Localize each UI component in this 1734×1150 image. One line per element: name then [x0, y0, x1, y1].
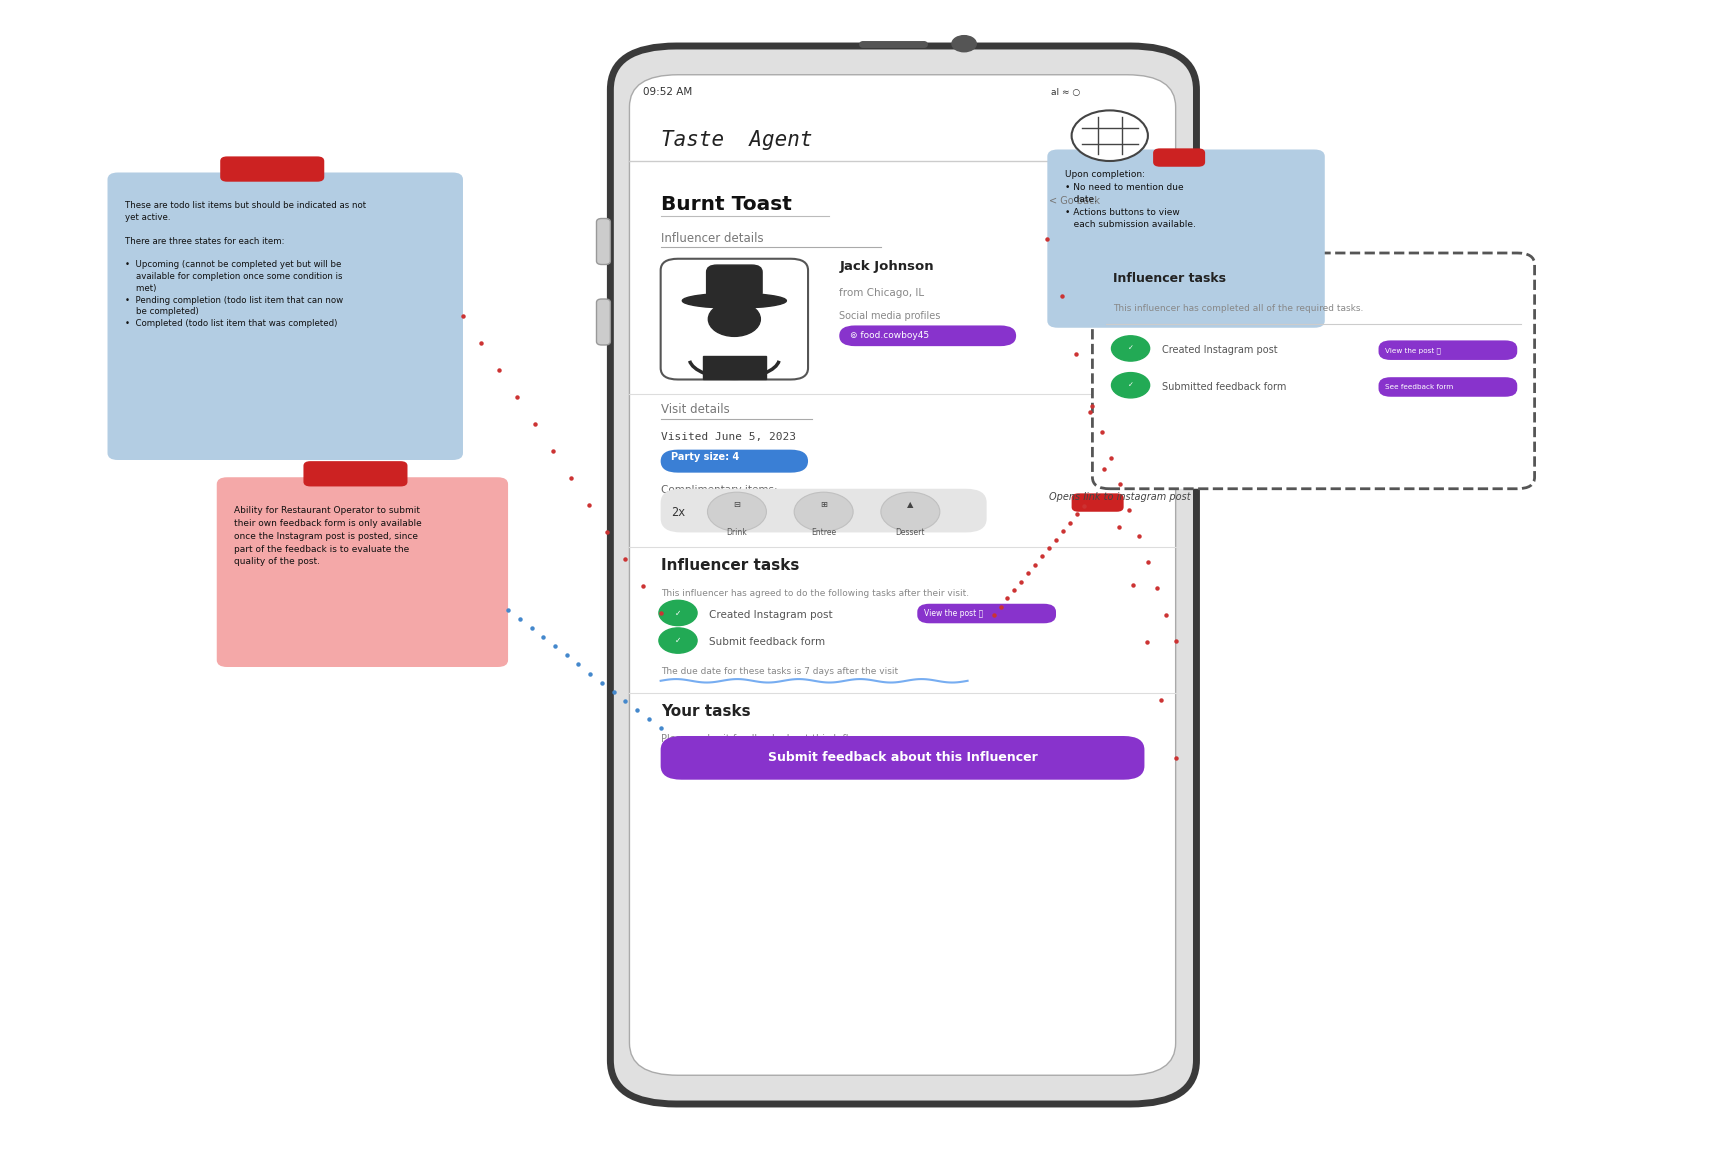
Text: Upon completion:
• No need to mention due
   date.
• Actions buttons to view
   : Upon completion: • No need to mention du…	[1065, 170, 1195, 229]
FancyBboxPatch shape	[661, 489, 987, 532]
FancyBboxPatch shape	[596, 218, 610, 264]
Text: Your tasks: Your tasks	[661, 705, 751, 720]
FancyBboxPatch shape	[610, 46, 1196, 1104]
Text: al ≈ ○: al ≈ ○	[1051, 89, 1080, 98]
FancyBboxPatch shape	[661, 259, 808, 380]
Circle shape	[881, 492, 940, 531]
Circle shape	[659, 600, 697, 626]
Text: Burnt Toast: Burnt Toast	[661, 196, 791, 214]
Text: 2x: 2x	[671, 506, 685, 520]
Text: ✓: ✓	[1127, 382, 1134, 389]
Circle shape	[952, 36, 976, 52]
FancyBboxPatch shape	[661, 736, 1144, 780]
FancyBboxPatch shape	[917, 604, 1056, 623]
FancyBboxPatch shape	[661, 450, 808, 473]
FancyBboxPatch shape	[1196, 247, 1210, 310]
Text: View the post ⧉: View the post ⧉	[1385, 347, 1441, 353]
Bar	[704, 355, 765, 378]
Ellipse shape	[681, 293, 786, 308]
Text: Ability for Restaurant Operator to submit
their own feedback form is only availa: Ability for Restaurant Operator to submi…	[234, 506, 421, 567]
FancyBboxPatch shape	[1092, 253, 1535, 489]
Text: View the post ⧉: View the post ⧉	[924, 610, 983, 619]
FancyBboxPatch shape	[217, 477, 508, 667]
Text: ⊞: ⊞	[820, 500, 827, 509]
Text: Please submit feedback about this Influencer:: Please submit feedback about this Influe…	[661, 734, 884, 744]
Text: Visited June 5, 2023: Visited June 5, 2023	[661, 432, 796, 443]
Text: See feedback form: See feedback form	[1385, 384, 1453, 390]
Text: These are todo list items but should be indicated as not
yet active.

There are : These are todo list items but should be …	[125, 201, 366, 328]
Circle shape	[794, 492, 853, 531]
Text: Entree: Entree	[812, 528, 836, 537]
Text: ✓: ✓	[1127, 345, 1134, 352]
FancyBboxPatch shape	[1379, 377, 1517, 397]
Text: ✓: ✓	[675, 636, 681, 645]
Text: Submit feedback form: Submit feedback form	[709, 637, 825, 647]
Text: This influencer has agreed to do the following tasks after their visit.: This influencer has agreed to do the fol…	[661, 589, 969, 598]
Text: Influencer tasks: Influencer tasks	[1113, 271, 1226, 285]
Circle shape	[707, 301, 759, 336]
Text: The due date for these tasks is 7 days after the visit: The due date for these tasks is 7 days a…	[661, 667, 898, 676]
Text: Submit feedback about this Influencer: Submit feedback about this Influencer	[768, 751, 1037, 765]
FancyBboxPatch shape	[1047, 150, 1325, 328]
Text: Created Instagram post: Created Instagram post	[1162, 345, 1278, 355]
FancyBboxPatch shape	[108, 172, 463, 460]
Text: This influencer has completed all of the required tasks.: This influencer has completed all of the…	[1113, 304, 1363, 313]
Text: 09:52 AM: 09:52 AM	[643, 87, 692, 98]
Text: Influencer details: Influencer details	[661, 231, 763, 245]
Text: < Go back: < Go back	[1049, 196, 1099, 206]
Circle shape	[1111, 336, 1150, 361]
FancyBboxPatch shape	[596, 299, 610, 345]
Text: Social media profiles: Social media profiles	[839, 310, 940, 321]
Text: ✓: ✓	[675, 608, 681, 618]
Text: Dessert: Dessert	[895, 528, 926, 537]
Text: Party size: 4: Party size: 4	[671, 452, 739, 462]
Text: Opens link to instagram post: Opens link to instagram post	[1049, 492, 1191, 503]
Text: Created Instagram post: Created Instagram post	[709, 610, 832, 620]
FancyBboxPatch shape	[1072, 493, 1124, 512]
Text: Complimentary items:: Complimentary items:	[661, 485, 777, 496]
Circle shape	[1072, 110, 1148, 161]
Circle shape	[1111, 373, 1150, 398]
FancyBboxPatch shape	[839, 325, 1016, 346]
Circle shape	[659, 628, 697, 653]
Text: Visit details: Visit details	[661, 402, 730, 416]
Text: Taste  Agent: Taste Agent	[661, 130, 812, 150]
FancyBboxPatch shape	[707, 264, 763, 299]
Circle shape	[707, 492, 766, 531]
Text: Submitted feedback form: Submitted feedback form	[1162, 382, 1287, 392]
FancyBboxPatch shape	[303, 461, 407, 486]
Text: Drink: Drink	[727, 528, 747, 537]
FancyBboxPatch shape	[629, 75, 1176, 1075]
Text: ⊚ food.cowboy45: ⊚ food.cowboy45	[850, 331, 929, 340]
Text: ⊟: ⊟	[733, 500, 740, 509]
Text: from Chicago, IL: from Chicago, IL	[839, 288, 924, 298]
FancyBboxPatch shape	[1379, 340, 1517, 360]
Text: ▲: ▲	[907, 500, 914, 509]
Text: Jack Johnson: Jack Johnson	[839, 260, 935, 274]
Text: Influencer tasks: Influencer tasks	[661, 559, 799, 574]
FancyBboxPatch shape	[220, 156, 324, 182]
FancyBboxPatch shape	[1153, 148, 1205, 167]
